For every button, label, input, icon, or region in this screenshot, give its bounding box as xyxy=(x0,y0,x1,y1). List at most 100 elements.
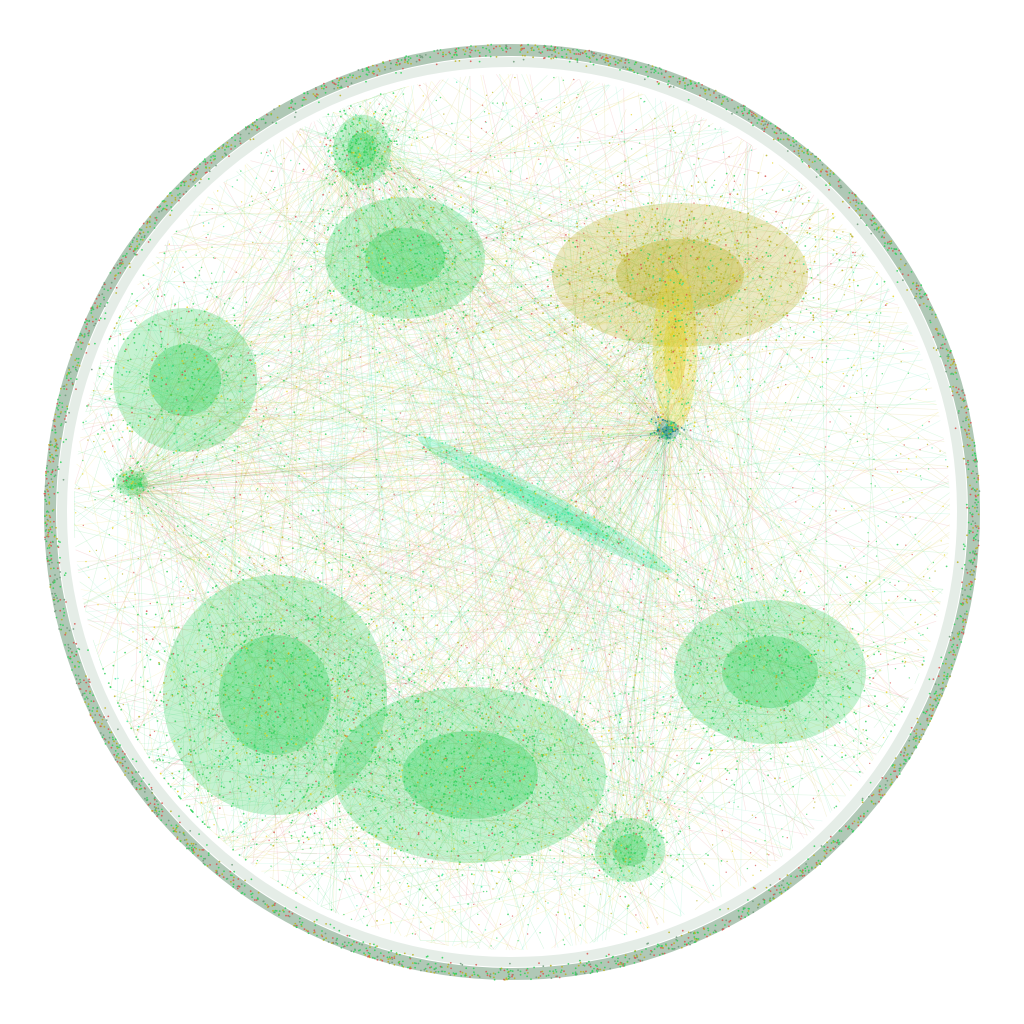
node xyxy=(418,263,420,265)
node xyxy=(355,179,358,181)
node xyxy=(695,258,697,261)
edge xyxy=(179,359,669,423)
edge xyxy=(492,740,696,950)
node xyxy=(418,178,421,181)
edge xyxy=(103,354,571,528)
node xyxy=(614,336,617,339)
node xyxy=(669,260,672,263)
node xyxy=(623,260,626,262)
edge xyxy=(146,490,882,748)
edge xyxy=(234,177,343,658)
node xyxy=(370,296,373,298)
node xyxy=(352,151,355,154)
node xyxy=(362,183,365,186)
edge xyxy=(198,205,656,419)
edge xyxy=(240,738,340,856)
edge xyxy=(223,516,566,843)
edge xyxy=(205,287,669,327)
node xyxy=(366,279,368,281)
edge xyxy=(142,301,662,370)
node xyxy=(704,245,707,248)
node xyxy=(440,208,443,210)
node xyxy=(357,137,360,140)
edge xyxy=(345,106,412,799)
edge xyxy=(228,371,653,847)
node xyxy=(365,142,367,144)
edge xyxy=(711,144,752,343)
node xyxy=(389,109,392,112)
node xyxy=(425,275,427,277)
edge xyxy=(485,483,658,926)
node xyxy=(574,246,577,248)
edge xyxy=(133,96,396,491)
node xyxy=(395,140,398,143)
node xyxy=(736,247,738,250)
edge xyxy=(628,146,754,862)
node xyxy=(362,249,365,251)
node xyxy=(417,239,420,242)
edge xyxy=(242,371,801,674)
node xyxy=(461,206,464,209)
node xyxy=(868,321,871,324)
edge xyxy=(396,299,723,866)
edge xyxy=(367,600,372,661)
node xyxy=(357,156,360,159)
node xyxy=(357,147,360,149)
node xyxy=(373,205,376,208)
node xyxy=(332,224,334,227)
node xyxy=(306,305,308,308)
edge xyxy=(524,115,763,174)
edge xyxy=(149,304,680,487)
edge xyxy=(729,287,950,539)
node xyxy=(387,275,390,278)
edge xyxy=(641,434,685,495)
edge xyxy=(640,114,698,296)
node xyxy=(756,311,759,313)
edge xyxy=(255,85,415,837)
node xyxy=(662,297,664,299)
edge xyxy=(266,149,569,513)
node xyxy=(371,314,374,317)
edge xyxy=(123,469,370,617)
node xyxy=(848,285,851,288)
edge xyxy=(244,123,666,291)
edge xyxy=(371,874,638,927)
node xyxy=(775,339,778,341)
node xyxy=(344,257,346,259)
edge xyxy=(424,194,538,242)
node xyxy=(348,133,351,135)
node xyxy=(344,124,347,127)
node xyxy=(650,289,653,292)
node xyxy=(404,298,407,301)
node xyxy=(628,302,631,305)
node xyxy=(725,244,727,246)
edge xyxy=(417,799,681,917)
edge xyxy=(117,75,548,491)
edge xyxy=(349,126,678,428)
edge xyxy=(657,233,851,329)
edge xyxy=(158,314,771,866)
edge xyxy=(111,389,143,395)
edge xyxy=(375,175,824,204)
node xyxy=(439,300,441,303)
node xyxy=(729,278,732,281)
edge xyxy=(663,346,841,743)
node xyxy=(354,193,357,195)
node xyxy=(453,257,456,260)
edge xyxy=(118,202,709,482)
edge xyxy=(142,430,676,463)
node xyxy=(541,304,543,307)
node xyxy=(623,355,626,358)
edge xyxy=(143,274,666,438)
edge xyxy=(746,142,754,576)
node xyxy=(648,273,651,276)
edge xyxy=(115,184,480,327)
edge xyxy=(513,436,673,686)
edge xyxy=(129,253,866,479)
node xyxy=(390,238,393,241)
edge xyxy=(710,275,758,729)
node xyxy=(387,249,389,252)
edge xyxy=(785,329,787,341)
edge xyxy=(122,113,392,476)
edge xyxy=(135,118,705,475)
